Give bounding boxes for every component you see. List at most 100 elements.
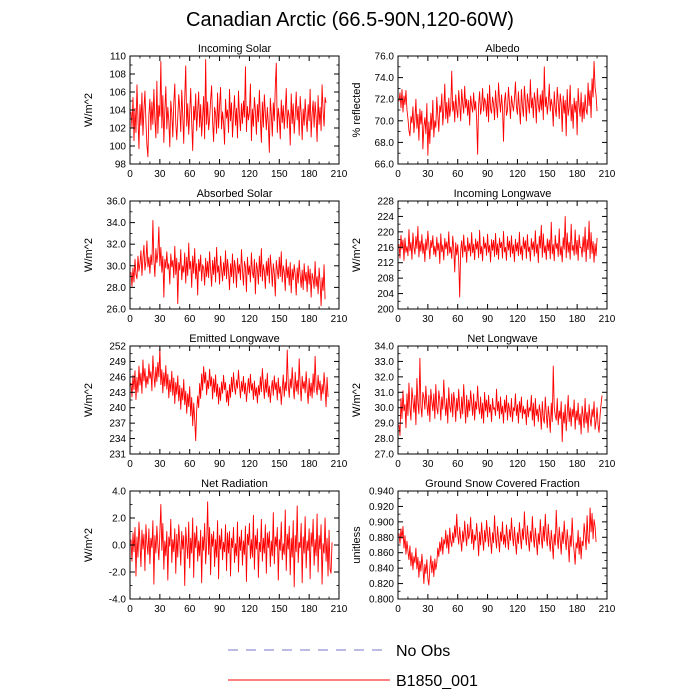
y-tick-label: -4.0 [109,595,127,606]
x-tick-label: 30 [422,314,434,325]
x-tick-label: 180 [569,314,586,325]
figure-title: Canadian Arctic (66.5-90N,120-60W) [186,9,514,31]
y-tick-label: 220 [377,227,394,238]
series-line-b1850-001 [398,60,598,156]
x-tick-label: 0 [395,169,401,180]
y-tick-label: 28.0 [375,434,395,445]
y-tick-label: 252 [109,342,126,353]
series-line-b1850-001 [130,59,327,158]
y-tick-label: 0.840 [369,564,394,575]
y-tick-label: 0.920 [369,502,394,513]
x-tick-label: 90 [482,459,494,470]
y-tick-label: 0.880 [369,533,394,544]
x-tick-label: 0 [127,459,133,470]
x-tick-label: 180 [569,169,586,180]
x-tick-label: 30 [422,169,434,180]
y-axis-label: W/m^2 [83,528,95,562]
legend-label-b1850: B1850_001 [396,673,478,690]
y-axis-label: W/m^2 [83,93,95,127]
y-tick-label: 66.0 [375,160,395,171]
panel-net-radiation: Net Radiation W/m^2 0 30 60 90 120 150 180 210 -4.… [83,478,348,615]
x-tick-label: 90 [482,314,494,325]
panel-title: Incoming Longwave [454,188,552,200]
x-tick-label: 120 [509,604,526,615]
x-tick-label: 210 [331,169,348,180]
x-tick-label: 60 [452,604,464,615]
panel-title: Absorbed Solar [197,188,273,200]
series-line-b1850-001 [130,347,329,442]
y-tick-label: 104 [109,106,126,117]
x-tick-label: 210 [599,314,616,325]
y-tick-label: 76.0 [375,52,395,63]
y-tick-label: 216 [377,243,394,254]
y-tick-label: 0.900 [369,517,394,528]
y-tick-label: 234 [109,434,126,445]
y-tick-label: 0.800 [369,595,394,606]
y-tick-label: -2.0 [109,568,127,579]
panel-absorbed-solar: Absorbed Solar W/m^2 0 30 60 90 120 150 180 210 26… [83,188,348,325]
x-tick-label: 90 [214,169,226,180]
y-tick-label: 240 [109,403,126,414]
x-tick-label: 0 [127,314,133,325]
x-tick-label: 30 [422,459,434,470]
y-tick-label: 0.0 [112,541,126,552]
y-tick-label: 249 [109,357,126,368]
x-tick-label: 210 [331,314,348,325]
x-tick-label: 210 [331,604,348,615]
y-tick-label: 74.0 [375,73,395,84]
y-axis-label: unitless [351,526,363,564]
x-tick-label: 150 [271,169,288,180]
x-tick-label: 30 [422,604,434,615]
x-tick-label: 30 [154,314,166,325]
y-tick-label: 228 [377,197,394,208]
x-tick-label: 0 [395,314,401,325]
panel-grid: Incoming Solar W/m^2 0 30 60 90 120 150 180 210 98… [83,43,616,615]
x-tick-label: 120 [241,314,258,325]
y-tick-label: 0.820 [369,579,394,590]
series-line-b1850-001 [130,219,326,307]
x-tick-label: 60 [184,314,196,325]
y-axis-label: % reflected [351,82,363,137]
y-tick-label: 34.0 [375,342,395,353]
x-tick-label: 150 [271,314,288,325]
y-tick-label: 212 [377,258,394,269]
x-tick-label: 150 [539,604,556,615]
y-tick-label: 33.0 [375,357,395,368]
x-tick-label: 180 [301,169,318,180]
x-tick-label: 150 [539,314,556,325]
y-tick-label: 34.0 [107,218,127,229]
x-tick-label: 150 [271,604,288,615]
y-axis-label: W/m^2 [351,238,363,272]
y-tick-label: 108 [109,70,126,81]
y-tick-label: 27.0 [375,450,395,461]
y-tick-label: 32.0 [107,240,127,251]
panel-title: Albedo [485,43,519,55]
panel-net-longwave: Net Longwave W/m^2 0 30 60 90 120 150 180 210 27.0… [351,333,616,470]
y-tick-label: 29.0 [375,419,395,430]
x-tick-label: 90 [214,314,226,325]
x-tick-label: 30 [154,604,166,615]
y-tick-label: 243 [109,388,126,399]
x-tick-label: 180 [569,604,586,615]
y-tick-label: 100 [109,142,126,153]
y-tick-label: 28.0 [107,283,127,294]
x-tick-label: 90 [214,604,226,615]
x-tick-label: 210 [599,459,616,470]
panel-incoming-solar: Incoming Solar W/m^2 0 30 60 90 120 150 180 210 98… [83,43,348,180]
x-tick-label: 120 [241,459,258,470]
x-tick-label: 120 [241,604,258,615]
y-tick-label: 30.0 [375,403,395,414]
x-tick-label: 90 [482,169,494,180]
series-line-b1850-001 [398,215,598,298]
x-tick-label: 30 [154,169,166,180]
x-tick-label: 180 [301,604,318,615]
y-tick-label: 0.860 [369,548,394,559]
panel-emitted-longwave: Emitted Longwave W/m^2 0 30 60 90 120 150 180 210… [83,333,348,470]
y-axis-label: W/m^2 [83,238,95,272]
x-tick-label: 0 [395,604,401,615]
y-tick-label: 68.0 [375,138,395,149]
x-tick-label: 210 [331,459,348,470]
x-tick-label: 0 [395,459,401,470]
x-tick-label: 120 [509,314,526,325]
